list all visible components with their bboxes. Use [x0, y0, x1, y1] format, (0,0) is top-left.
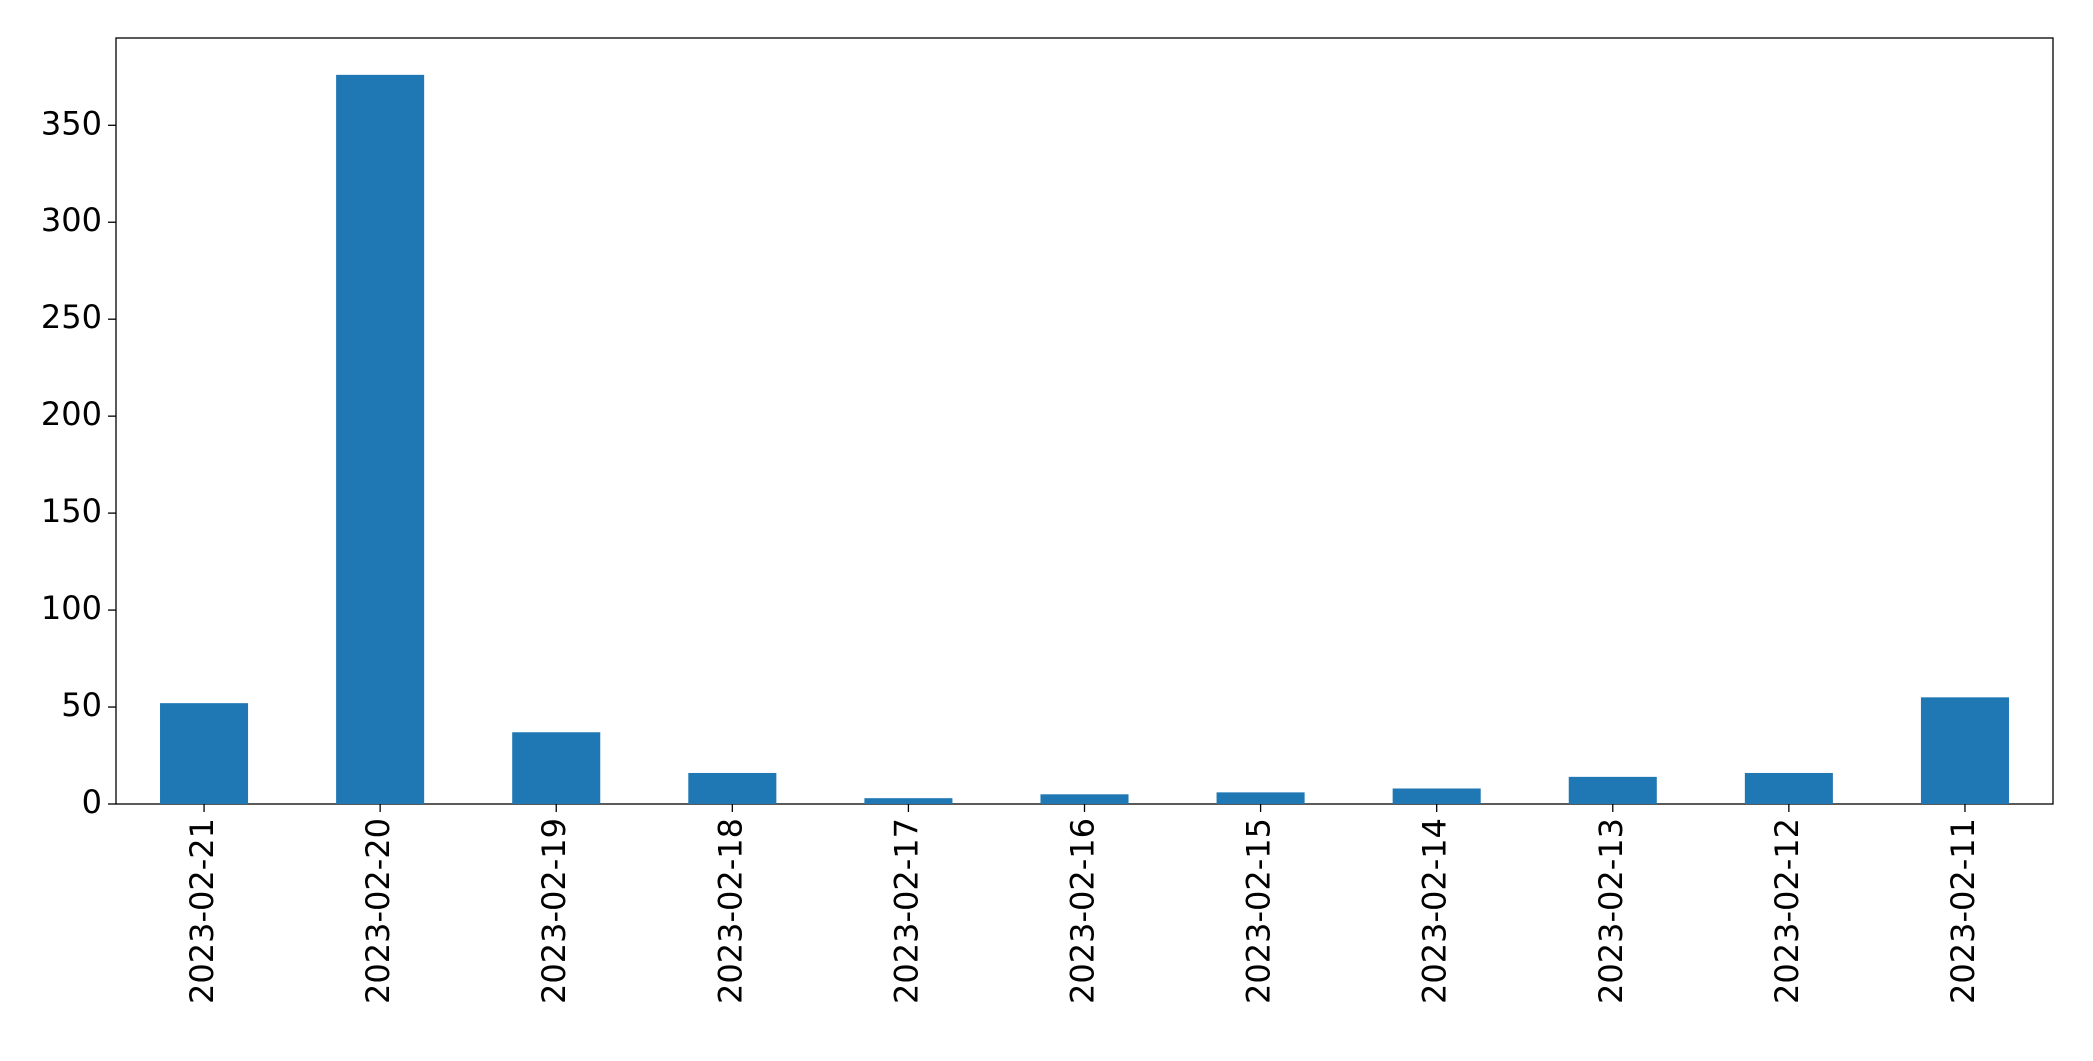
x-tick-label: 2023-02-21: [183, 818, 221, 1004]
bar: [512, 732, 601, 804]
x-tick-label: 2023-02-13: [1592, 818, 1630, 1004]
bar: [1568, 776, 1657, 804]
x-tick-label: 2023-02-19: [535, 818, 573, 1004]
bar: [1392, 788, 1481, 804]
y-tick-label: 250: [41, 298, 102, 336]
x-tick-label: 2023-02-11: [1944, 818, 1982, 1004]
y-tick-label: 150: [41, 492, 102, 530]
bar: [1744, 772, 1833, 804]
y-tick-label: 350: [41, 104, 102, 142]
y-tick-label: 300: [41, 201, 102, 239]
bar: [688, 772, 777, 804]
x-tick-label: 2023-02-18: [711, 818, 749, 1004]
bar: [864, 798, 953, 804]
x-tick-label: 2023-02-16: [1064, 818, 1102, 1004]
x-tick-label: 2023-02-14: [1416, 818, 1454, 1004]
bar: [160, 703, 249, 804]
bar: [1216, 792, 1305, 804]
bar: [1040, 794, 1129, 804]
y-tick-label: 100: [41, 589, 102, 627]
bar: [336, 74, 425, 804]
bar: [1920, 697, 2009, 804]
x-tick-label: 2023-02-20: [359, 818, 397, 1004]
y-tick-label: 50: [61, 686, 102, 724]
x-tick-label: 2023-02-15: [1240, 818, 1278, 1004]
y-tick-label: 0: [82, 783, 102, 821]
x-tick-label: 2023-02-17: [887, 818, 925, 1004]
y-tick-label: 200: [41, 395, 102, 433]
x-tick-label: 2023-02-12: [1768, 818, 1806, 1004]
